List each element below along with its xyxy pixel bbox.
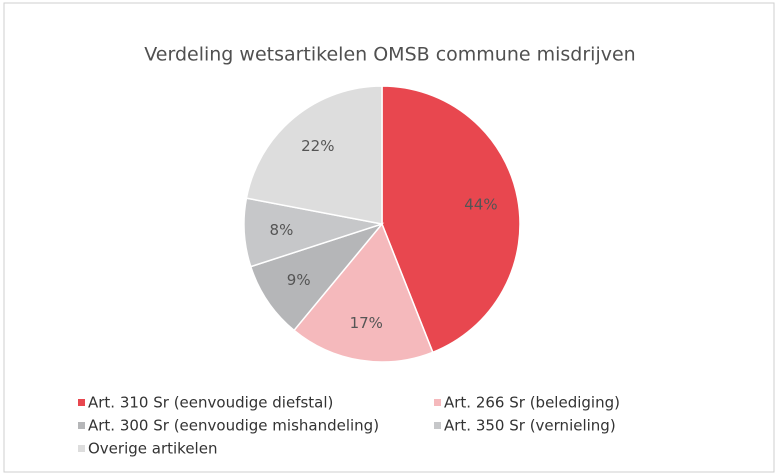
data-label: 44% (464, 196, 497, 214)
legend-swatch (434, 422, 441, 429)
legend-label: Art. 310 Sr (eenvoudige diefstal) (88, 394, 333, 412)
legend-swatch (78, 422, 85, 429)
legend-label: Overige artikelen (88, 440, 217, 458)
data-label: 22% (301, 137, 334, 155)
data-label: 17% (350, 314, 383, 332)
data-label: 9% (287, 271, 311, 289)
pie-slice (381, 85, 521, 354)
legend-swatch (78, 445, 85, 452)
legend-swatch (434, 399, 441, 406)
legend-label: Art. 300 Sr (eenvoudige mishandeling) (88, 417, 379, 435)
legend-swatch (78, 399, 85, 406)
legend-label: Art. 350 Sr (vernieling) (444, 417, 616, 435)
pie-slice (245, 85, 383, 225)
pie-slice (292, 222, 434, 363)
data-label: 8% (270, 221, 294, 239)
chart-title: Verdeling wetsartikelen OMSB commune mis… (144, 44, 635, 66)
legend-label: Art. 266 Sr (belediging) (444, 394, 620, 412)
